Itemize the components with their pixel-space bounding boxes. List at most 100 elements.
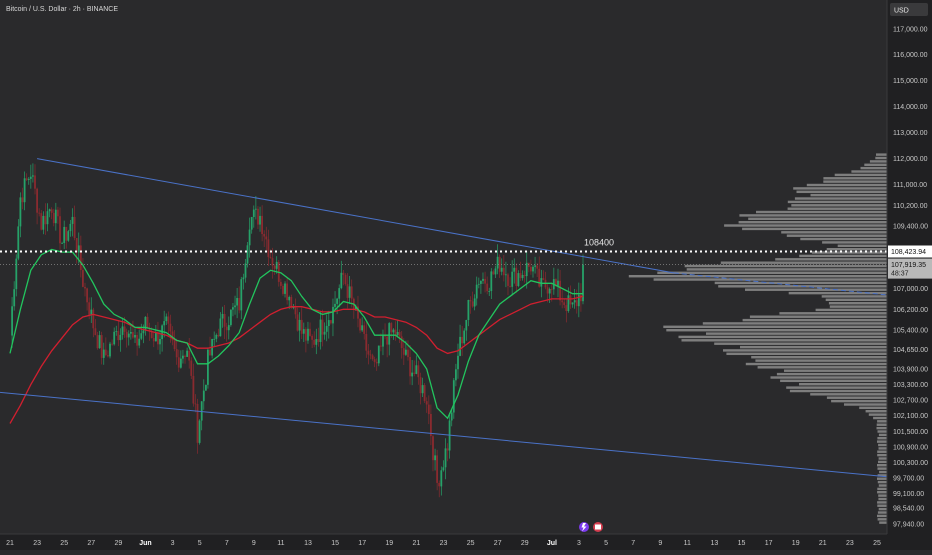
candle-body <box>236 298 238 306</box>
time-tick-label: 25 <box>467 540 475 547</box>
time-axis[interactable] <box>0 534 932 550</box>
candle-body <box>388 323 391 345</box>
candle-body <box>90 309 93 316</box>
candle-body <box>434 455 436 461</box>
candle-body <box>255 208 257 210</box>
volume-profile-bar <box>788 291 887 295</box>
candle-body <box>82 270 84 287</box>
candle-body <box>271 258 274 266</box>
price-tick-label: 98,540.00 <box>893 506 924 513</box>
candle-body <box>25 178 28 180</box>
candle-body <box>184 355 186 357</box>
candle-body <box>177 357 180 368</box>
candle-body <box>488 291 491 292</box>
candle-body <box>102 349 105 358</box>
price-tick-label: 109,400.00 <box>893 224 928 231</box>
candle-body <box>221 314 224 319</box>
time-tick-label: 13 <box>711 540 719 547</box>
candle-body <box>175 349 178 358</box>
candle-body <box>267 239 270 258</box>
candle-body <box>419 377 422 394</box>
candle-body <box>182 355 184 359</box>
candle-body <box>432 436 434 461</box>
candle-body <box>152 338 155 342</box>
volume-profile-bar <box>799 254 887 258</box>
candle-body <box>148 328 151 332</box>
volume-profile-bar <box>815 308 887 312</box>
volume-profile-bar <box>877 467 887 470</box>
candle-body <box>84 286 86 289</box>
candle-body <box>296 314 299 331</box>
volume-profile-bar <box>822 241 887 244</box>
current-price-tag[interactable] <box>888 258 932 279</box>
candle-body <box>250 217 253 230</box>
candle-body <box>244 263 247 278</box>
candle-body <box>455 369 457 381</box>
currency-button[interactable] <box>890 3 928 16</box>
volume-profile-bar <box>877 480 887 484</box>
candle-body <box>577 294 580 307</box>
time-tick-label: 25 <box>60 540 68 547</box>
volume-profile-bar <box>829 305 887 308</box>
event-icons[interactable] <box>579 522 603 532</box>
candle-body <box>513 267 516 272</box>
level-price-tag[interactable] <box>888 245 932 258</box>
volume-profile-bar <box>823 180 887 183</box>
volume-profile-bar <box>678 335 887 339</box>
candle-body <box>275 261 278 269</box>
candle-body <box>423 385 426 402</box>
volume-profile-bar <box>877 504 887 507</box>
volume-profile-bar <box>878 494 887 497</box>
candle-body <box>302 329 305 334</box>
price-tick-label: 99,700.00 <box>893 476 924 483</box>
candle-body <box>475 284 478 299</box>
volume-profile-bar <box>776 372 887 376</box>
volume-profile-bar <box>751 356 887 359</box>
candle-body <box>261 215 263 234</box>
lower-trendline[interactable] <box>0 391 888 478</box>
price-tick-label: 107,000.00 <box>893 286 928 293</box>
candle-body <box>555 279 557 286</box>
candle-body <box>29 176 32 179</box>
volume-profile-bar <box>787 207 887 210</box>
candle-body <box>227 325 230 331</box>
candle-body <box>471 301 474 307</box>
candle-body <box>515 267 518 286</box>
volume-profile-bar <box>757 366 887 369</box>
volume-profile-bar <box>745 288 887 291</box>
volume-profile-bar <box>878 497 887 501</box>
candle-body <box>215 334 218 339</box>
price-tick-label: 117,000.00 <box>893 26 928 33</box>
upper-trendline[interactable] <box>37 158 674 274</box>
candle-body <box>519 273 522 279</box>
candle-body <box>107 355 109 357</box>
volume-profile-bar <box>706 332 887 335</box>
candle-body <box>207 349 209 385</box>
candle-body <box>73 216 76 238</box>
time-tick-label: 13 <box>304 540 312 547</box>
candle-body <box>452 380 455 413</box>
candle-body <box>17 226 20 259</box>
price-tick-label: 103,300.00 <box>893 382 928 389</box>
price-tick-label: 113,000.00 <box>893 130 928 137</box>
volume-profile-bar <box>876 153 887 156</box>
candle-body <box>242 277 245 280</box>
currency-button-label: USD <box>894 8 909 15</box>
volume-profile-bar <box>794 197 887 200</box>
candle-body <box>125 331 128 338</box>
volume-profile-bar <box>714 342 887 345</box>
candle-body <box>213 338 216 340</box>
candle-body <box>486 283 489 292</box>
volume-profile-bar <box>877 440 887 443</box>
candle-body <box>394 329 397 336</box>
candle-body <box>86 288 88 303</box>
price-tick-label: 103,900.00 <box>893 367 928 374</box>
volume-profile-bar <box>800 237 887 241</box>
candle-body <box>65 226 68 241</box>
candle-body <box>171 331 174 341</box>
candle-body <box>498 256 501 272</box>
candle-body <box>375 361 378 364</box>
candle-body <box>67 231 70 241</box>
